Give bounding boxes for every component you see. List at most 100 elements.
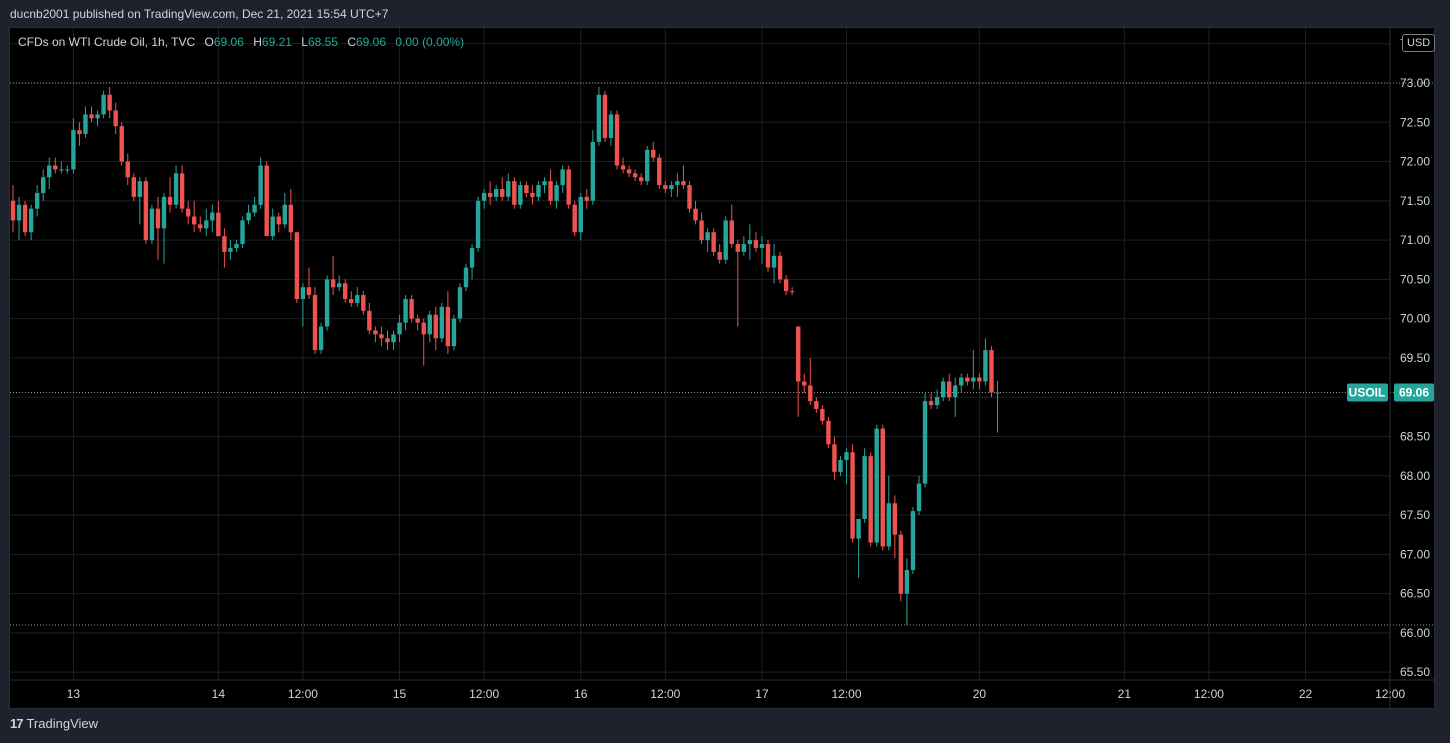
candle-body — [264, 165, 269, 237]
candle-body — [687, 185, 692, 209]
candle-body — [439, 306, 445, 339]
candle-body — [222, 236, 227, 252]
candle-body — [143, 181, 149, 241]
candle-body — [179, 173, 185, 209]
candle-body — [626, 169, 632, 174]
price-tick-label: 72.50 — [1400, 115, 1430, 129]
time-tick-label: 12:00 — [1194, 687, 1224, 701]
time-tick-label: 20 — [973, 687, 987, 701]
candle-body — [862, 456, 867, 519]
candle-body — [385, 338, 390, 343]
candle-body — [741, 244, 747, 252]
candle-body — [735, 244, 740, 252]
candle-body — [904, 570, 910, 594]
candle-body — [113, 110, 118, 127]
candle-body — [572, 204, 577, 233]
candle-body — [602, 94, 608, 138]
candle-body — [500, 189, 505, 197]
candle-body — [481, 192, 487, 201]
candle-body — [518, 185, 523, 205]
candle-body — [789, 291, 795, 293]
price-tick-label: 67.50 — [1400, 508, 1430, 522]
price-tick-label: 68.50 — [1400, 429, 1430, 443]
grid-lines — [10, 28, 1390, 680]
price-tick-label: 70.00 — [1400, 312, 1430, 326]
candle-body — [494, 189, 499, 197]
candle-body — [753, 240, 759, 248]
close-value: 69.06 — [356, 35, 387, 49]
candle-body — [270, 216, 275, 237]
candle-body — [125, 161, 130, 178]
price-tick-label: 69.50 — [1400, 351, 1430, 365]
candle-body — [53, 165, 58, 170]
candle-body — [131, 177, 136, 197]
candle-body — [632, 173, 638, 178]
candle-body — [34, 192, 40, 209]
candle-body — [119, 126, 124, 162]
low-value: 68.55 — [307, 35, 338, 49]
candle-body — [343, 283, 348, 300]
candle-body — [620, 165, 626, 170]
symbol-legend: CFDs on WTI Crude Oil, 1h, TVC O69.06 H6… — [18, 35, 464, 49]
currency-button[interactable]: USD — [1402, 34, 1436, 52]
candle-body — [427, 314, 432, 335]
candle-body — [173, 173, 179, 205]
candle-body — [832, 444, 837, 472]
candle-body — [783, 279, 789, 292]
candle-body — [814, 401, 819, 409]
candle-body — [928, 401, 934, 406]
time-tick-label: 21 — [1118, 687, 1132, 701]
candle-body — [512, 181, 517, 205]
candle-body — [675, 181, 680, 186]
chart-pane[interactable] — [9, 27, 1435, 709]
time-tick-label: 16 — [574, 687, 588, 701]
candle-body — [584, 196, 589, 201]
candle-body — [167, 196, 173, 205]
candle-body — [318, 326, 324, 351]
candle-body — [41, 177, 46, 193]
price-tick-label: 71.50 — [1400, 194, 1430, 208]
footer: 17 TradingView — [10, 716, 98, 731]
candle-body — [729, 220, 734, 245]
candle-body — [59, 169, 64, 171]
candle-body — [614, 114, 620, 166]
candle-body — [596, 94, 602, 142]
candle-body — [578, 196, 583, 233]
candle-body — [300, 287, 306, 300]
candle-body — [65, 169, 70, 171]
candle-body — [16, 204, 22, 221]
time-tick-label: 12:00 — [650, 687, 680, 701]
candle-body — [415, 318, 420, 323]
candle-body — [693, 208, 698, 221]
last-price-tag-bg — [1394, 383, 1434, 402]
time-tick-label: 12:00 — [469, 687, 499, 701]
symbol-tag-bg — [1347, 383, 1388, 402]
time-tick-label: 12:00 — [832, 687, 862, 701]
candle-body — [989, 350, 994, 393]
candle-body — [451, 318, 457, 347]
candle-body — [868, 456, 873, 543]
candle-body — [524, 185, 529, 193]
candle-body — [765, 244, 771, 268]
candle-body — [940, 381, 946, 398]
candle-body — [977, 377, 982, 382]
candle-body — [137, 181, 143, 197]
candle-body — [922, 401, 928, 484]
candle-body — [294, 232, 300, 300]
candle-body — [210, 212, 215, 221]
price-tick-label: 67.00 — [1400, 547, 1430, 561]
candle-body — [71, 130, 76, 170]
candle-body — [536, 185, 541, 197]
time-tick-label: 14 — [212, 687, 226, 701]
candle-body — [705, 232, 710, 241]
candle-body — [192, 216, 197, 225]
candle-body — [379, 334, 384, 339]
price-tick-label: 66.00 — [1400, 626, 1430, 640]
published-header: ducnb2001 published on TradingView.com, … — [10, 7, 389, 21]
candle-body — [107, 94, 112, 111]
price-tick-label: 72.00 — [1400, 155, 1430, 169]
price-tick-label: 70.50 — [1400, 272, 1430, 286]
candle-body — [361, 295, 366, 311]
candle-body — [433, 314, 438, 339]
